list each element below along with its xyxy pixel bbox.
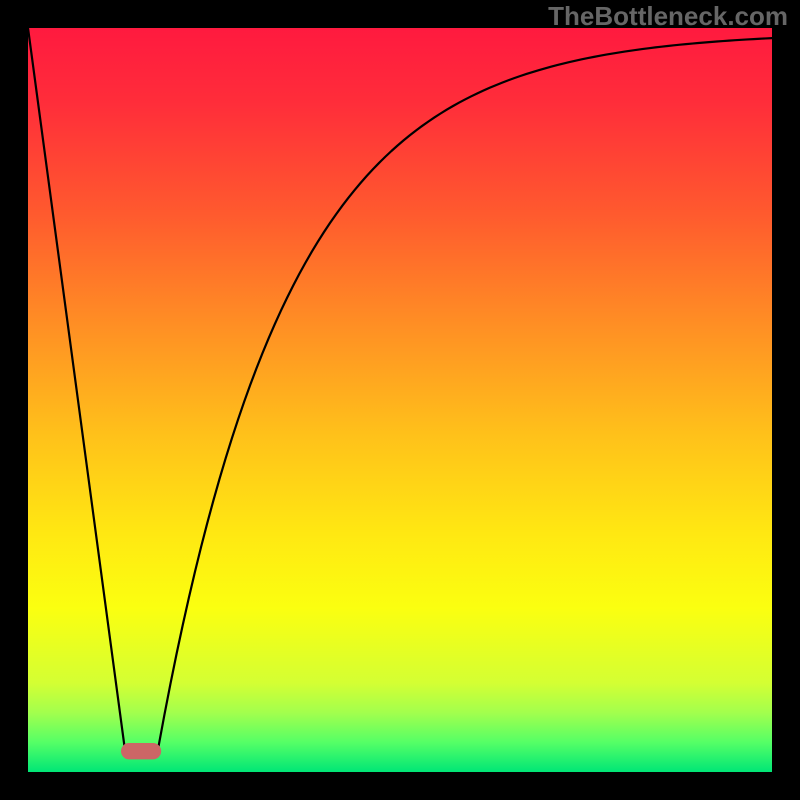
plot-svg bbox=[28, 28, 772, 772]
plot-area bbox=[28, 28, 772, 772]
minimum-marker bbox=[121, 743, 161, 759]
chart-container: TheBottleneck.com bbox=[0, 0, 800, 800]
gradient-background bbox=[28, 28, 772, 772]
watermark-text: TheBottleneck.com bbox=[548, 1, 788, 32]
